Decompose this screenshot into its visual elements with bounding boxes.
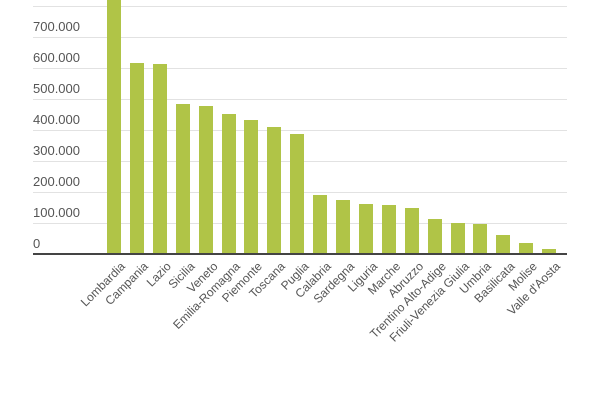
y-tick-label: 0 (33, 236, 41, 251)
bar (405, 208, 419, 254)
bar (199, 106, 213, 254)
bar (473, 224, 487, 254)
bar (107, 0, 121, 254)
bar (313, 195, 327, 254)
bar (428, 219, 442, 254)
y-tick-label: 300.000 (33, 143, 80, 158)
y-tick-label: 400.000 (33, 112, 80, 127)
gridline (33, 99, 567, 100)
gridline (33, 68, 567, 69)
bar (130, 63, 144, 254)
bar (336, 200, 350, 254)
bar (267, 127, 281, 254)
bar (359, 204, 373, 254)
y-tick-label: 100.000 (33, 205, 80, 220)
y-tick-label: 500.000 (33, 81, 80, 96)
bar (153, 64, 167, 254)
bar (176, 104, 190, 254)
y-tick-label: 700.000 (33, 19, 80, 34)
y-tick-label: 200.000 (33, 174, 80, 189)
y-tick-label: 600.000 (33, 50, 80, 65)
gridline (33, 37, 567, 38)
bar (451, 223, 465, 254)
bar (519, 243, 533, 254)
bar (496, 235, 510, 254)
bar (290, 134, 304, 254)
x-axis-line (33, 253, 567, 255)
bar (222, 114, 236, 254)
bar (542, 249, 556, 254)
bar (382, 205, 396, 254)
gridline (33, 130, 567, 131)
bar (244, 120, 258, 254)
gridline (33, 6, 567, 7)
